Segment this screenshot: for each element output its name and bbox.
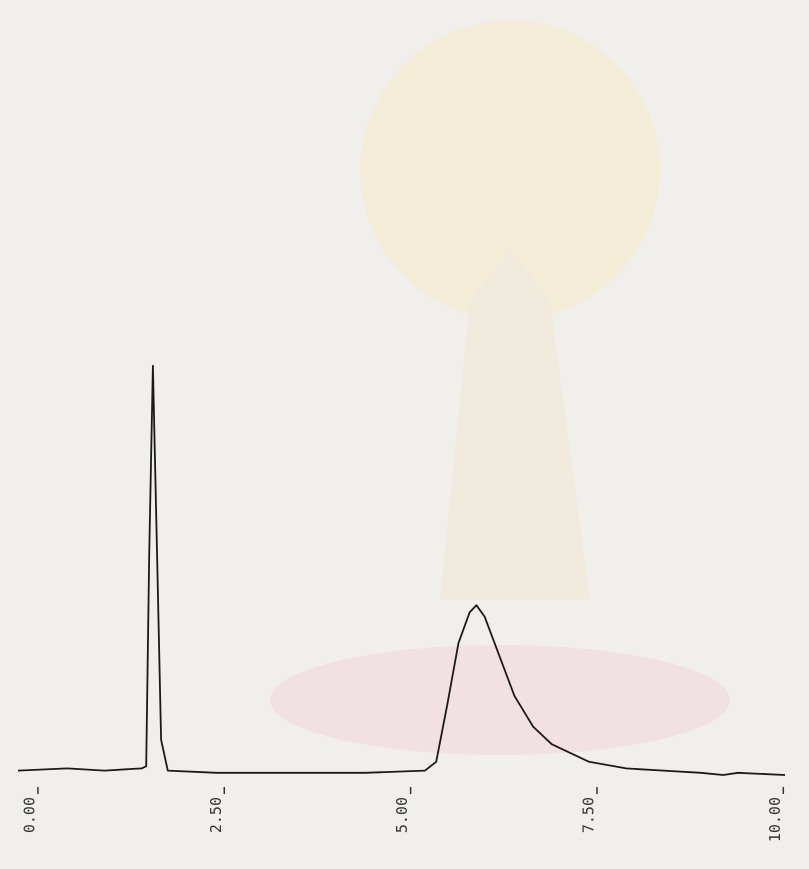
x-tick-label: 0.00 [20, 797, 38, 833]
x-tick-label: 7.50 [579, 797, 597, 833]
x-tick-label: 5.00 [393, 797, 411, 833]
x-tick-label: 2.50 [207, 797, 225, 833]
watermark [270, 20, 730, 755]
chart: 0.00 2.50 5.00 7.50 10.00 [0, 0, 809, 869]
x-tick-label: 10.00 [766, 797, 784, 842]
